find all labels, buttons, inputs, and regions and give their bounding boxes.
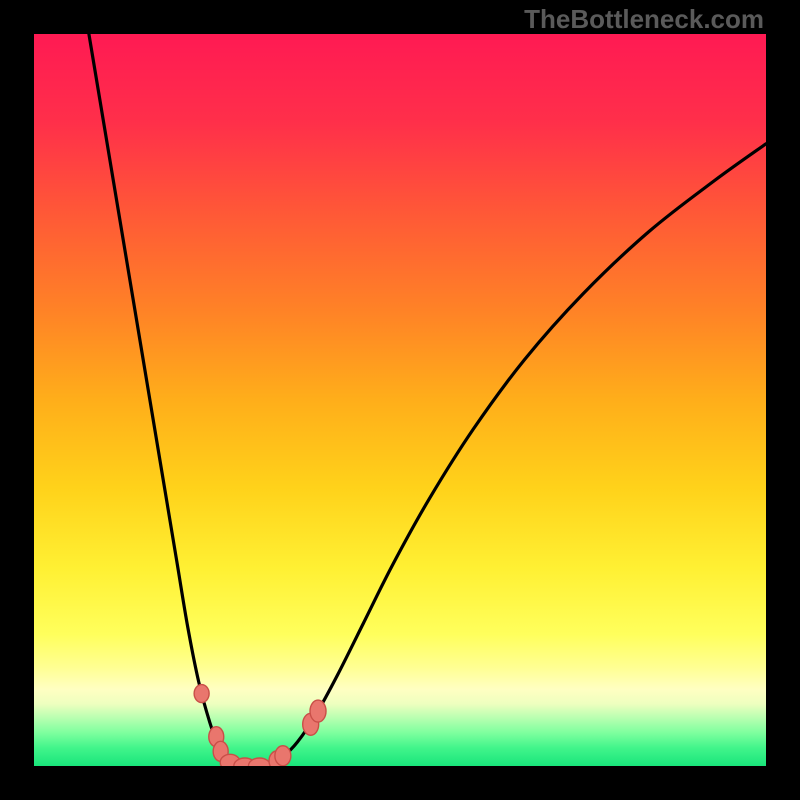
curve-right <box>240 144 766 766</box>
curves-layer <box>34 34 766 766</box>
data-marker <box>275 746 291 766</box>
curve-left <box>89 34 241 766</box>
data-marker <box>194 685 209 703</box>
plot-area <box>34 34 766 766</box>
watermark-text: TheBottleneck.com <box>524 4 764 35</box>
data-marker <box>310 700 326 722</box>
